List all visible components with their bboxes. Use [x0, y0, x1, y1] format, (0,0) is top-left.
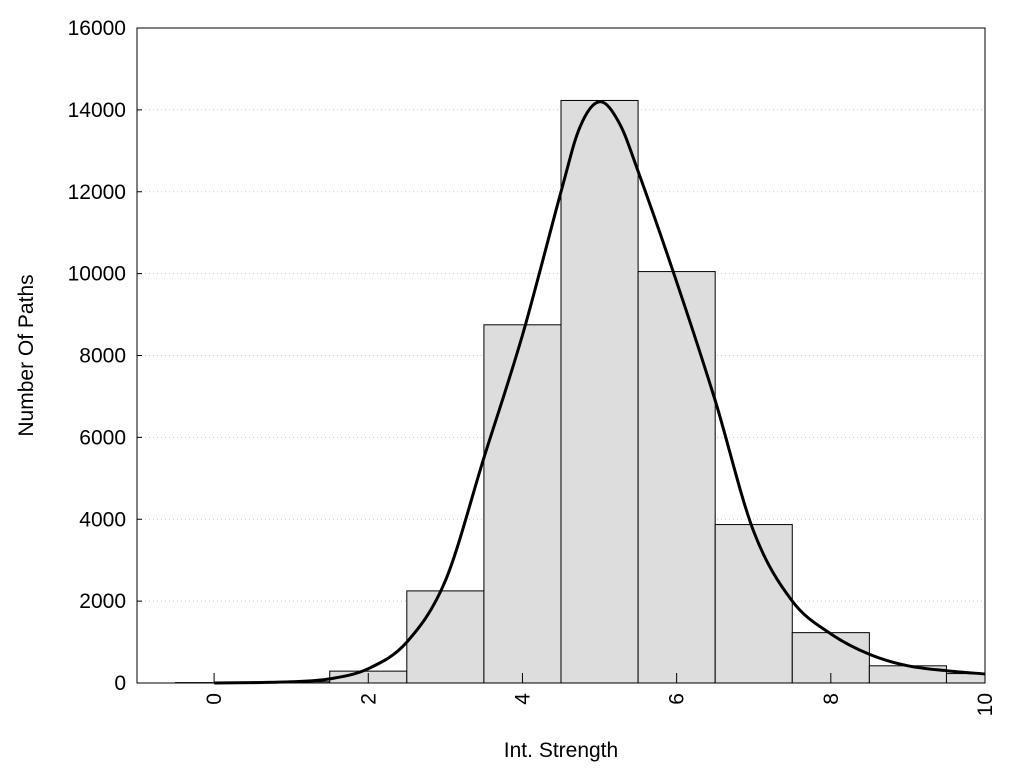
y-tick-label: 0: [114, 672, 126, 695]
y-tick-label: 12000: [68, 181, 126, 204]
bar-6: [637, 271, 716, 684]
x-tick-label: 4: [511, 693, 534, 705]
bar-5: [560, 99, 639, 684]
y-tick-label: 14000: [68, 99, 126, 122]
x-tick-label: 8: [820, 693, 843, 705]
y-axis-ticks: 0 2000 4000 6000 8000 10000 12000 14000 16000: [68, 17, 142, 695]
y-axis-label: Number Of Paths: [15, 274, 38, 436]
x-tick-label: 6: [666, 693, 689, 705]
x-axis-ticks: 0 2 4 6 8 10: [203, 673, 997, 716]
y-tick-label: 4000: [79, 508, 126, 531]
y-tick-label: 6000: [79, 426, 126, 449]
bar-7: [714, 524, 793, 684]
bar-4: [483, 324, 562, 684]
x-axis-label: Int. Strength: [504, 739, 618, 762]
y-tick-label: 16000: [68, 17, 126, 40]
density-curve: [214, 100, 986, 685]
y-tick-label: 8000: [79, 345, 126, 368]
bars: [175, 99, 986, 684]
y-tick-label: 2000: [79, 590, 126, 613]
x-tick-label: 2: [357, 693, 380, 705]
x-tick-label: 10: [974, 693, 997, 716]
y-tick-label: 10000: [68, 263, 126, 286]
density-curve-layer: [214, 100, 986, 685]
bar-3: [406, 590, 485, 684]
x-tick-label: 0: [203, 693, 226, 705]
